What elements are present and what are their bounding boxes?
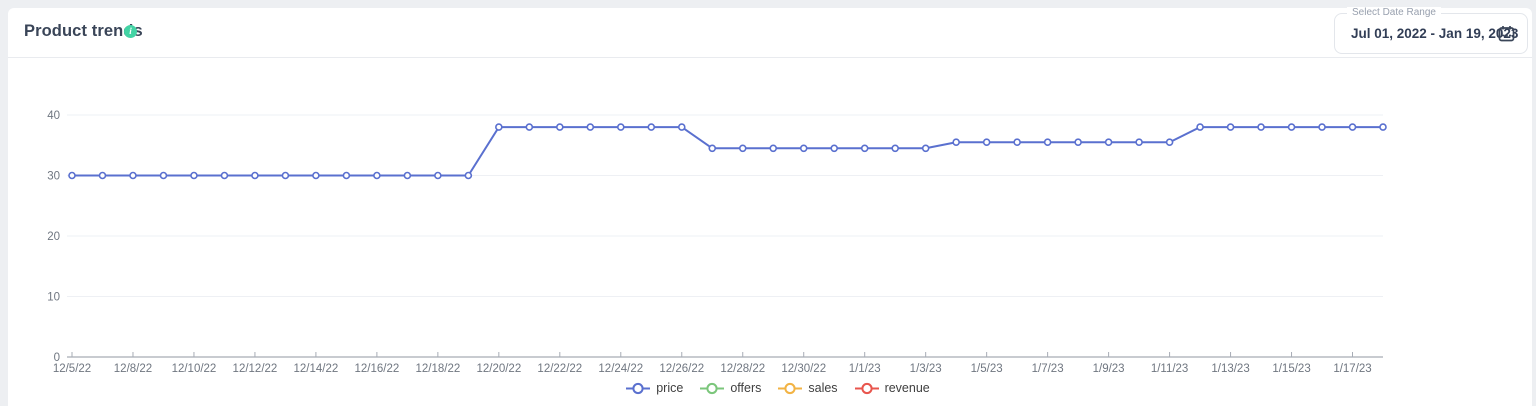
legend-price-marker-icon <box>626 382 651 394</box>
legend-item-offers[interactable]: offers <box>700 381 761 395</box>
legend-revenue-label: revenue <box>884 381 930 395</box>
date-range-picker[interactable]: Select Date Range Jul 01, 2022 - Jan 19,… <box>1334 7 1528 54</box>
legend-price-label: price <box>656 381 684 395</box>
product-trends-card: Product trends i Select Date Range Jul 0… <box>8 7 1532 406</box>
header-divider <box>8 57 1532 58</box>
legend-sales-label: sales <box>808 381 838 395</box>
legend-item-price[interactable]: price <box>626 381 683 395</box>
legend-offers-label: offers <box>730 381 762 395</box>
legend-offers-marker-icon <box>700 382 725 394</box>
legend-item-revenue[interactable]: revenue <box>854 381 930 395</box>
chart-legend: price offers sales revenue <box>0 379 1536 397</box>
legend-sales-marker-icon <box>778 382 803 394</box>
page-title: Product trends <box>24 22 143 40</box>
card-header: Product trends i Select Date Range Jul 0… <box>8 7 1532 57</box>
calendar-icon[interactable] <box>1498 25 1515 42</box>
date-range-value: Jul 01, 2022 - Jan 19, 2023 <box>1351 26 1519 41</box>
date-range-label: Select Date Range <box>1347 7 1441 18</box>
legend-item-sales[interactable]: sales <box>778 381 838 395</box>
legend-revenue-marker-icon <box>854 382 879 394</box>
info-icon[interactable]: i <box>124 25 137 38</box>
